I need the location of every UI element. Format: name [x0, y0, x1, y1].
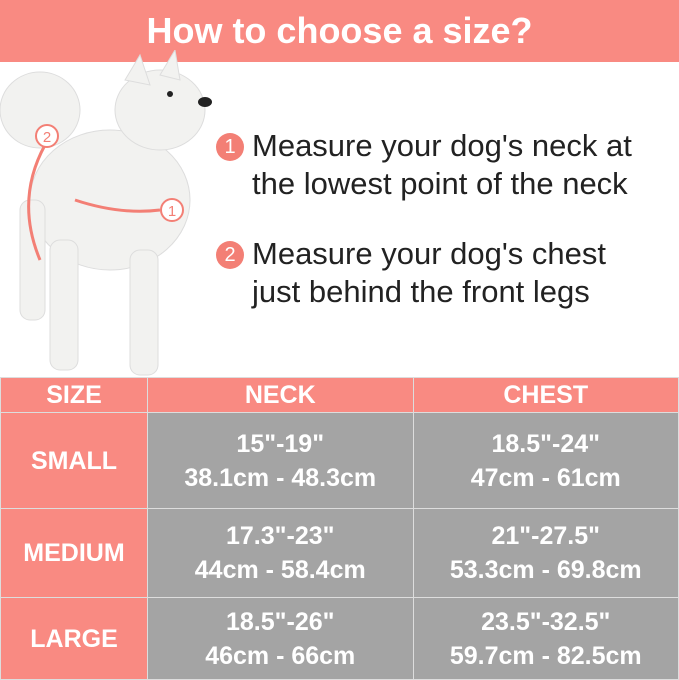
- header-size: SIZE: [0, 377, 148, 413]
- size-table: SIZE NECK CHEST SMALL 15"-19" 38.1cm - 48…: [0, 377, 679, 680]
- measure-arrows: [27, 144, 161, 261]
- header-chest: CHEST: [412, 377, 679, 413]
- step-number-2: 2: [216, 241, 244, 269]
- header-neck: NECK: [147, 377, 414, 413]
- step-neck: 1 Measure your dog's neck at the lowest …: [216, 127, 671, 203]
- neck-cm: 44cm - 58.4cm: [194, 556, 366, 584]
- table-row: SMALL 15"-19" 38.1cm - 48.3cm 18.5"-24" 47…: [0, 412, 679, 509]
- table-header: SIZE NECK CHEST: [0, 377, 679, 413]
- size-label: MEDIUM: [0, 508, 148, 598]
- chest-inches: 23.5"-32.5": [481, 607, 611, 636]
- chest-cell: 21"-27.5" 53.3cm - 69.8cm: [412, 508, 679, 598]
- neck-inches: 17.3"-23": [226, 522, 335, 550]
- step-chest: 2 Measure your dog's chest just behind t…: [216, 235, 646, 311]
- neck-cell: 17.3"-23" 44cm - 58.4cm: [147, 508, 414, 598]
- table-row: MEDIUM 17.3"-23" 44cm - 58.4cm 21"-27.5" 5…: [0, 508, 679, 598]
- table-row: LARGE 18.5"-26" 46cm - 66cm 23.5"-32.5" 59…: [0, 597, 679, 680]
- chest-marker: 2: [43, 129, 51, 146]
- chest-inches: 21"-27.5": [491, 522, 601, 550]
- chest-cm: 59.7cm - 82.5cm: [449, 641, 642, 670]
- neck-marker: 1: [168, 203, 176, 220]
- neck-inches: 15"-19": [236, 429, 325, 458]
- chest-cm: 53.3cm - 69.8cm: [449, 556, 642, 584]
- page-title: How to choose a size?: [0, 0, 679, 62]
- step-number-1: 1: [216, 133, 244, 161]
- chest-inches: 18.5"-24": [491, 429, 601, 458]
- step-text: Measure your dog's chest just behind the…: [252, 236, 606, 309]
- chest-cell: 18.5"-24" 47cm - 61cm: [412, 412, 679, 509]
- neck-cm: 38.1cm - 48.3cm: [184, 463, 377, 492]
- neck-cell: 15"-19" 38.1cm - 48.3cm: [147, 412, 414, 509]
- size-label: LARGE: [0, 597, 148, 680]
- chest-cell: 23.5"-32.5" 59.7cm - 82.5cm: [412, 597, 679, 680]
- size-label: SMALL: [0, 412, 148, 509]
- chest-cm: 47cm - 61cm: [470, 463, 621, 492]
- neck-cm: 46cm - 66cm: [205, 641, 356, 670]
- neck-cell: 18.5"-26" 46cm - 66cm: [147, 597, 414, 680]
- neck-inches: 18.5"-26": [226, 607, 335, 636]
- dog-photo: 1 2: [0, 50, 212, 376]
- step-text: Measure your dog's neck at the lowest po…: [252, 128, 632, 201]
